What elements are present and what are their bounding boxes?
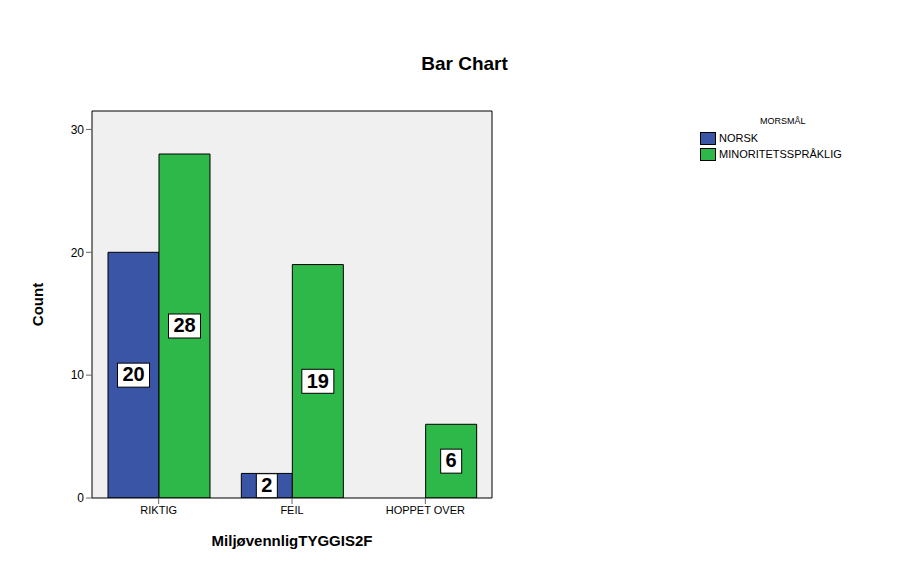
svg-text:6: 6 [446,449,457,471]
svg-text:30: 30 [71,123,85,137]
svg-text:10: 10 [71,368,85,382]
svg-text:20: 20 [71,246,85,260]
html-text:Bar Chart: Bar Chart [421,53,508,74]
svg-text:19: 19 [307,370,329,392]
svg-text:Count: Count [29,283,46,326]
html-text:MORSMÅL: MORSMÅL [760,116,806,126]
html-text:MINORITETSSPRÅKLIG: MINORITETSSPRÅKLIG [719,148,842,160]
svg-text:HOPPET OVER: HOPPET OVER [386,504,465,516]
svg-text:FEIL: FEIL [280,504,303,516]
svg-text:0: 0 [77,491,84,505]
html-text:NORSK: NORSK [719,132,759,144]
svg-text:MiljøvennligTYGGIS2F: MiljøvennligTYGGIS2F [212,532,373,549]
svg-text:20: 20 [122,363,144,385]
svg-text:28: 28 [173,314,195,336]
svg-text:RIKTIG: RIKTIG [140,504,177,516]
svg-text:2: 2 [261,474,272,496]
